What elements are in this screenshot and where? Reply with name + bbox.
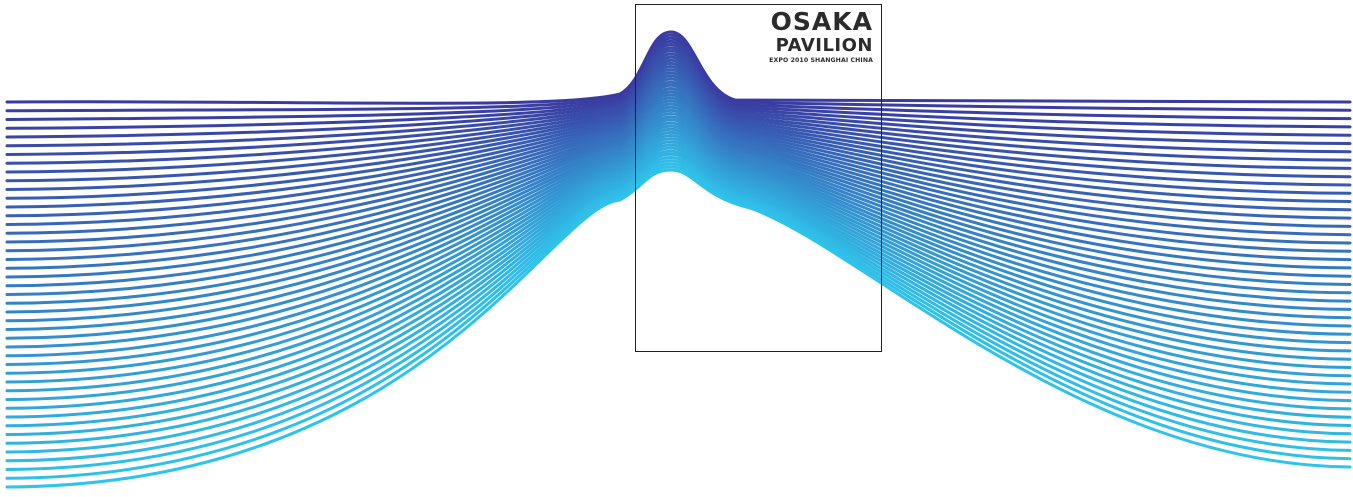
wave-line <box>5 108 1352 323</box>
wave-line <box>5 46 1352 148</box>
wave-line <box>5 137 1352 401</box>
wave-line <box>5 149 1352 436</box>
wave-line-group <box>5 30 1352 489</box>
wave-line <box>5 42 1352 139</box>
wave-line <box>5 165 1352 480</box>
wave-line <box>5 68 1352 209</box>
wave-line <box>5 33 1352 113</box>
wave-line <box>5 58 1352 183</box>
wave-line <box>5 124 1352 366</box>
wave-line <box>5 127 1352 375</box>
wave-line <box>5 77 1352 235</box>
wave-line <box>5 121 1352 358</box>
wave-line <box>5 105 1352 314</box>
wave-line <box>5 86 1352 261</box>
wave-line <box>5 130 1352 384</box>
wave-line <box>5 49 1352 156</box>
wave-line <box>5 155 1352 454</box>
wave-line <box>5 140 1352 410</box>
wave-line <box>5 162 1352 471</box>
wave-line <box>5 133 1352 393</box>
wave-line <box>5 159 1352 463</box>
wave-line <box>5 102 1352 305</box>
wave-line <box>5 80 1352 244</box>
wave-line <box>5 39 1352 130</box>
wave-line <box>5 115 1352 340</box>
wave-line <box>5 90 1352 270</box>
wave-line <box>5 30 1352 105</box>
wave-line <box>5 143 1352 419</box>
wave-line <box>5 118 1352 349</box>
wave-line <box>5 71 1352 218</box>
wave-line <box>5 99 1352 296</box>
wave-line <box>5 74 1352 226</box>
wave-line <box>5 64 1352 200</box>
wave-line <box>5 168 1352 489</box>
wave-line <box>5 36 1352 121</box>
wave-line <box>5 152 1352 445</box>
wave-line <box>5 55 1352 174</box>
wave-line <box>5 93 1352 279</box>
wave-line <box>5 146 1352 428</box>
wave-line <box>5 52 1352 165</box>
wave-line <box>5 111 1352 331</box>
wave-line <box>5 83 1352 253</box>
wave-line <box>5 96 1352 288</box>
wave-line <box>5 61 1352 191</box>
